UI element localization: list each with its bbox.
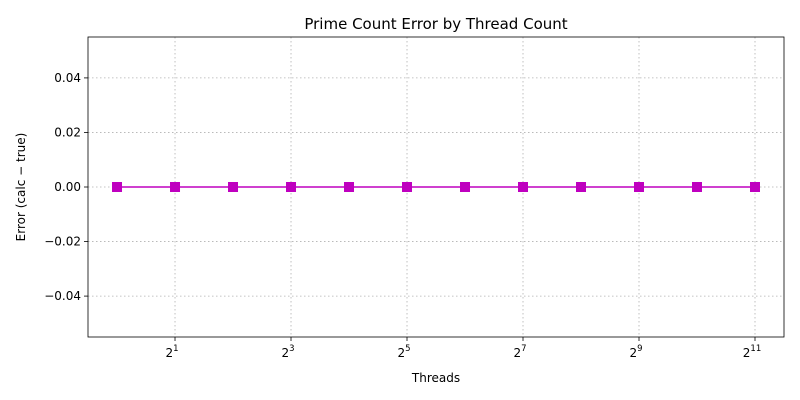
data-point — [402, 182, 413, 192]
data-point — [750, 182, 761, 192]
data-point — [112, 182, 123, 192]
y-tick-label: 0.04 — [54, 71, 81, 85]
data-point — [518, 182, 529, 192]
y-tick-label: 0.02 — [54, 125, 81, 139]
x-tick-label: 25 — [397, 344, 410, 360]
y-tick-label: −0.02 — [44, 235, 81, 249]
y-axis-label: Error (calc − true) — [14, 133, 28, 242]
y-tick-label: −0.04 — [44, 289, 81, 303]
data-point — [344, 182, 355, 192]
x-axis-label: Threads — [411, 371, 460, 385]
data-point — [460, 182, 471, 192]
data-point — [228, 182, 239, 192]
series-layer — [112, 182, 761, 192]
x-axis: 21 23 25 27 29 211 — [165, 337, 761, 360]
data-point — [286, 182, 297, 192]
data-point — [576, 182, 587, 192]
data-point — [692, 182, 703, 192]
x-tick-label: 23 — [281, 344, 294, 360]
chart-title: Prime Count Error by Thread Count — [304, 15, 567, 33]
x-tick-label: 211 — [743, 344, 761, 360]
y-tick-label: 0.00 — [54, 180, 81, 194]
x-tick-label: 21 — [165, 344, 178, 360]
y-axis: −0.04 −0.02 0.00 0.02 0.04 — [44, 71, 88, 303]
x-tick-label: 27 — [513, 344, 526, 360]
data-point — [170, 182, 181, 192]
data-point — [634, 182, 645, 192]
x-tick-label: 29 — [629, 344, 642, 360]
